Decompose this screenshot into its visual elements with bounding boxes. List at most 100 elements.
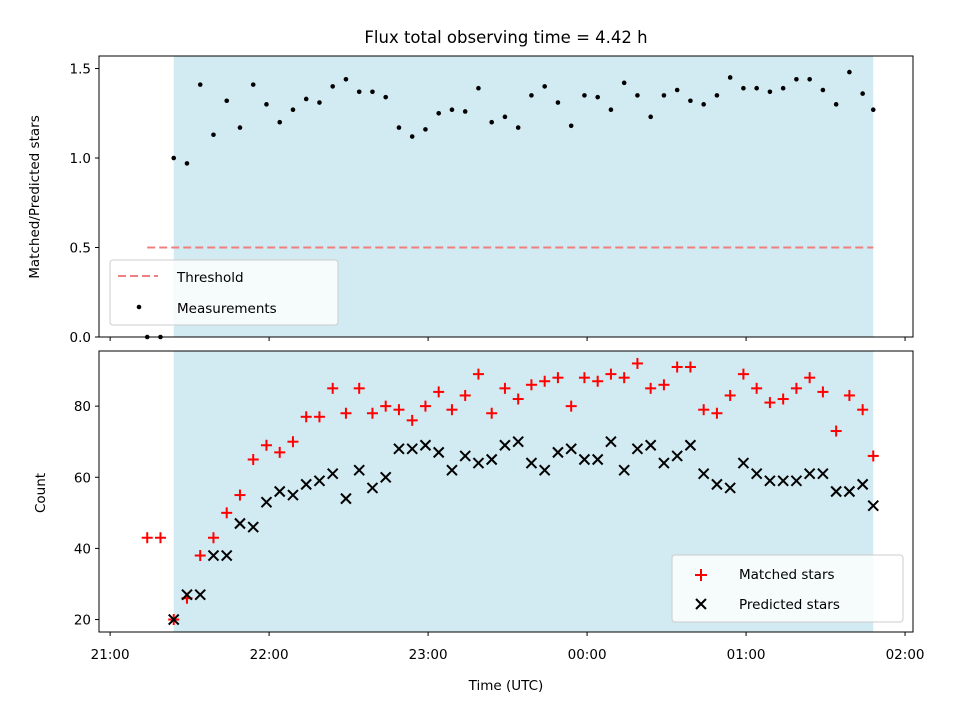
top-point [250,82,256,87]
predicted-point-b [499,439,511,451]
predicted-point-b [644,439,657,451]
predicted-point-b [419,439,432,451]
predicted-point-b [221,549,233,562]
top-point [224,98,230,104]
top-y-axis-label: Matched/Predicted stars [27,115,43,278]
predicted-point [830,485,842,498]
matched-point [830,425,842,437]
matched-point [327,382,339,394]
x-tick-label: 02:00 [886,647,925,663]
top-point [688,98,693,104]
predicted-point [340,492,352,505]
predicted-point [300,478,312,491]
predicted-point [867,500,879,512]
predicted-point [194,588,206,601]
matched-point [751,382,763,394]
predicted-point [737,457,750,469]
predicted-point-b [181,588,193,601]
predicted-point-b [459,450,471,462]
matched-point [300,411,312,423]
predicted-point [287,489,299,501]
matched-point [777,393,789,405]
top-point [462,109,468,114]
x-tick-label: 00:00 [568,647,607,663]
matched-point [618,372,630,384]
predicted-point-b [194,588,206,601]
predicted-point [499,439,511,451]
predicted-point-b [353,464,365,476]
top-point [568,123,574,129]
matched-point [539,375,551,387]
x-tick-label: 01:00 [727,647,766,663]
top-point [489,119,494,125]
top-point [476,85,481,91]
predicted-point [684,439,697,451]
predicted-point [234,517,246,530]
matched-point [737,368,749,380]
matched-point [843,389,855,401]
matched-point [684,361,696,373]
matched-point [472,368,484,380]
predicted-point-b [750,468,763,480]
predicted-point [803,468,816,480]
top-point [396,125,402,130]
bottom-y-tick-label: 80 [74,399,91,415]
predicted-point [406,443,418,455]
matched-point [499,382,511,394]
predicted-point-b [432,446,445,459]
predicted-point [565,443,577,455]
legend-measurements-swatch [136,304,142,310]
matched-point [698,404,710,416]
predicted-point [817,468,829,480]
predicted-point [591,453,604,466]
predicted-point [538,464,551,476]
top-point [780,85,786,91]
matched-point [247,453,259,465]
top-point [197,82,203,87]
matched-point [154,532,166,544]
predicted-point [671,450,683,462]
matched-point [671,361,683,373]
matched-point [592,375,604,387]
top-point [409,134,415,139]
matched-point [459,389,471,401]
predicted-point [697,468,710,480]
matched-point [512,393,524,405]
matched-point [867,450,879,462]
top-point [423,127,428,132]
predicted-point [221,549,233,562]
bottom-panel: 20 40 60 80 21:00 22:00 23:00 00:00 01:00 02:00 C… [33,350,925,694]
legend-matched-swatch [695,569,707,581]
predicted-point [419,439,432,451]
top-point [356,89,362,95]
predicted-point-b [472,457,485,469]
legend-threshold-label: Threshold [176,270,244,286]
legend-predicted-label: Predicted stars [739,597,840,613]
predicted-point [379,471,392,483]
top-point [555,100,561,105]
predicted-point-b [287,489,299,501]
predicted-point [790,475,803,487]
predicted-point-b [366,482,379,494]
top-point [767,89,773,95]
top-point [529,93,534,98]
top-point [582,93,587,98]
predicted-point [777,475,789,487]
top-point [608,107,614,112]
top-point [436,110,441,116]
top-point [674,87,680,93]
predicted-point-b [207,549,220,562]
predicted-point [168,613,180,626]
predicted-point-b [843,485,856,498]
matched-point [340,407,352,419]
matched-point [260,439,272,451]
predicted-point-b [803,468,816,480]
predicted-point-b [790,475,803,487]
top-point [383,94,389,100]
predicted-point-b [406,443,418,455]
matched-point [446,404,458,416]
bottom-axes-frame [98,350,914,633]
predicted-point-b [538,464,551,476]
top-y-tick-label: 1.0 [70,151,91,167]
matched-point [790,382,802,394]
